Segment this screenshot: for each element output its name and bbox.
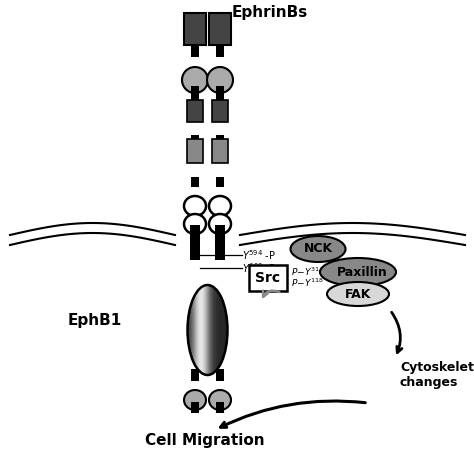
FancyBboxPatch shape bbox=[202, 286, 204, 374]
FancyBboxPatch shape bbox=[219, 293, 220, 367]
Text: EphrinBs: EphrinBs bbox=[232, 4, 308, 19]
Ellipse shape bbox=[291, 236, 346, 262]
FancyBboxPatch shape bbox=[191, 302, 193, 358]
FancyBboxPatch shape bbox=[198, 291, 199, 370]
FancyBboxPatch shape bbox=[191, 402, 199, 413]
FancyBboxPatch shape bbox=[224, 304, 225, 356]
FancyBboxPatch shape bbox=[212, 100, 228, 122]
FancyBboxPatch shape bbox=[191, 304, 192, 356]
FancyBboxPatch shape bbox=[184, 13, 206, 45]
FancyBboxPatch shape bbox=[226, 313, 227, 347]
FancyBboxPatch shape bbox=[191, 86, 199, 100]
FancyBboxPatch shape bbox=[193, 297, 195, 363]
Ellipse shape bbox=[184, 214, 206, 234]
Text: Src: Src bbox=[255, 271, 281, 285]
FancyBboxPatch shape bbox=[216, 402, 224, 413]
Text: NCK: NCK bbox=[303, 242, 333, 255]
FancyBboxPatch shape bbox=[218, 292, 219, 368]
Text: EphB1: EphB1 bbox=[68, 313, 122, 327]
FancyBboxPatch shape bbox=[216, 369, 224, 381]
Text: $P\!-\!Y^{31}$: $P\!-\!Y^{31}$ bbox=[291, 266, 320, 278]
FancyBboxPatch shape bbox=[201, 287, 203, 373]
FancyBboxPatch shape bbox=[210, 286, 211, 374]
FancyBboxPatch shape bbox=[221, 299, 223, 361]
FancyBboxPatch shape bbox=[210, 286, 212, 374]
Ellipse shape bbox=[327, 282, 389, 306]
FancyBboxPatch shape bbox=[215, 288, 216, 372]
FancyBboxPatch shape bbox=[217, 291, 218, 370]
FancyBboxPatch shape bbox=[216, 86, 224, 100]
Text: $P\!-\!Y^{118}$: $P\!-\!Y^{118}$ bbox=[291, 277, 324, 289]
Ellipse shape bbox=[320, 258, 396, 286]
Ellipse shape bbox=[182, 67, 208, 93]
FancyBboxPatch shape bbox=[191, 177, 199, 187]
Ellipse shape bbox=[184, 390, 206, 410]
FancyBboxPatch shape bbox=[249, 265, 287, 291]
FancyBboxPatch shape bbox=[207, 285, 208, 375]
FancyBboxPatch shape bbox=[216, 289, 217, 371]
FancyBboxPatch shape bbox=[204, 286, 206, 374]
Ellipse shape bbox=[207, 67, 233, 93]
FancyBboxPatch shape bbox=[187, 100, 203, 122]
FancyBboxPatch shape bbox=[219, 295, 221, 365]
FancyBboxPatch shape bbox=[216, 177, 224, 187]
FancyBboxPatch shape bbox=[206, 285, 207, 375]
FancyBboxPatch shape bbox=[195, 293, 197, 367]
FancyBboxPatch shape bbox=[197, 292, 198, 368]
FancyBboxPatch shape bbox=[209, 285, 210, 375]
Text: $Y^{600}$ -P: $Y^{600}$ -P bbox=[242, 261, 276, 275]
FancyBboxPatch shape bbox=[208, 285, 209, 375]
FancyBboxPatch shape bbox=[212, 139, 228, 163]
FancyBboxPatch shape bbox=[190, 225, 200, 260]
Ellipse shape bbox=[209, 196, 231, 216]
FancyBboxPatch shape bbox=[189, 313, 190, 347]
Text: FAK: FAK bbox=[345, 287, 371, 300]
FancyBboxPatch shape bbox=[227, 320, 228, 340]
FancyBboxPatch shape bbox=[216, 45, 224, 57]
FancyBboxPatch shape bbox=[191, 135, 199, 145]
FancyBboxPatch shape bbox=[213, 287, 215, 373]
Text: Paxillin: Paxillin bbox=[337, 265, 387, 278]
Text: $Y^{594}$ -P: $Y^{594}$ -P bbox=[242, 248, 276, 262]
FancyBboxPatch shape bbox=[211, 286, 213, 374]
Ellipse shape bbox=[184, 196, 206, 216]
FancyBboxPatch shape bbox=[191, 45, 199, 57]
FancyBboxPatch shape bbox=[222, 302, 224, 358]
FancyBboxPatch shape bbox=[209, 13, 231, 45]
Text: Cell Migration: Cell Migration bbox=[145, 432, 265, 448]
Ellipse shape bbox=[209, 390, 231, 410]
FancyBboxPatch shape bbox=[187, 139, 203, 163]
FancyBboxPatch shape bbox=[191, 369, 199, 381]
FancyBboxPatch shape bbox=[215, 225, 225, 260]
FancyBboxPatch shape bbox=[201, 287, 202, 373]
FancyBboxPatch shape bbox=[199, 289, 200, 371]
FancyBboxPatch shape bbox=[203, 286, 205, 374]
FancyBboxPatch shape bbox=[192, 299, 194, 361]
FancyBboxPatch shape bbox=[225, 308, 226, 352]
Text: Cytoskeletal
changes: Cytoskeletal changes bbox=[400, 361, 474, 389]
FancyBboxPatch shape bbox=[220, 297, 222, 363]
FancyBboxPatch shape bbox=[194, 295, 196, 365]
FancyBboxPatch shape bbox=[200, 288, 201, 372]
FancyBboxPatch shape bbox=[188, 320, 189, 340]
FancyBboxPatch shape bbox=[212, 287, 214, 373]
Ellipse shape bbox=[188, 285, 228, 375]
Ellipse shape bbox=[209, 214, 231, 234]
FancyBboxPatch shape bbox=[216, 135, 224, 145]
FancyBboxPatch shape bbox=[190, 308, 191, 352]
